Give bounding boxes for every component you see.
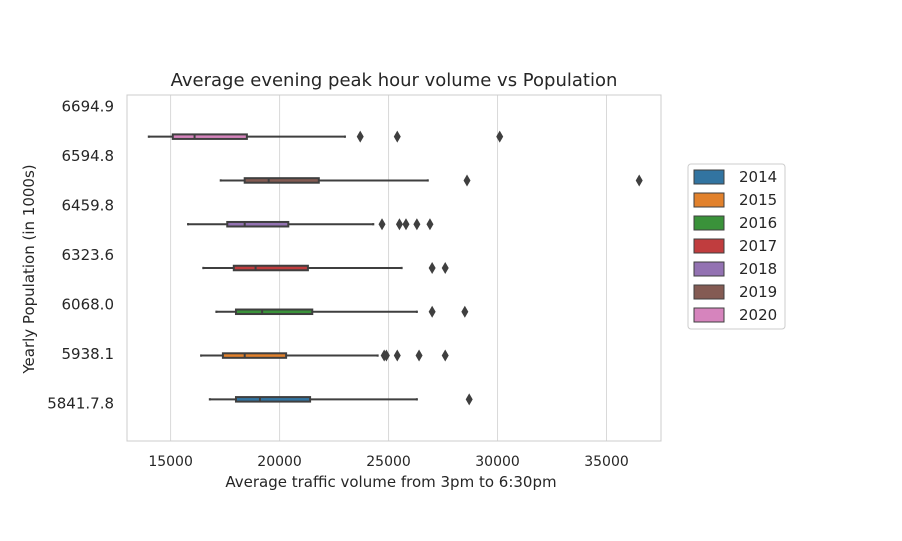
box-iqr [221,352,288,359]
x-tick-labels: 15000 20000 25000 30000 35000 [148,454,628,470]
x-tick-label: 15000 [148,454,193,470]
legend-label: 2019 [739,283,777,301]
box-iqr [232,264,309,272]
outlier-point [382,349,390,362]
legend-label: 2015 [739,191,777,209]
outlier-point [461,305,469,318]
box-plots [147,130,643,406]
box-iqr [226,220,290,228]
outlier-point [415,349,423,362]
box-iqr [234,396,312,403]
y-tick-label: 5938.1 [62,345,115,363]
box-2015 [200,349,449,362]
y-tick-label: 6459.8 [62,197,115,215]
x-tick-label: 30000 [475,454,520,470]
y-tick-labels: 6694.9 6594.8 6459.8 6323.6 6068.0 5938.1 5841… [47,98,114,413]
box-2019 [219,174,643,187]
legend: 2014 2015 2016 2017 2018 2019 2020 [687,163,786,330]
outlier-point [413,218,421,231]
box-iqr [234,308,314,316]
y-axis-label: Yearly Population (in 1000s) [20,164,38,374]
outlier-point [441,349,449,362]
box-2014 [208,393,473,406]
plot-area [126,94,662,442]
legend-swatch [693,192,725,208]
box-2017 [202,262,449,274]
legend-label: 2016 [739,214,777,232]
outlier-point [393,349,401,362]
box-2020 [147,130,504,143]
chart-title: Average evening peak hour volume vs Popu… [171,70,618,91]
box-2018 [187,218,434,231]
y-tick-label: 6594.8 [62,147,115,165]
legend-label: 2017 [739,237,777,255]
x-tick-label: 20000 [257,454,302,470]
outlier-point [441,262,449,274]
legend-swatch [693,307,725,323]
outlier-point [463,174,471,187]
legend-label: 2020 [739,306,777,324]
legend-swatch [693,215,725,231]
x-tick-label: 25000 [366,454,411,470]
legend-label: 2014 [739,168,777,186]
y-tick-label: 5841.7.8 [47,394,114,412]
outlier-point [496,130,504,143]
y-tick-label: 6694.9 [62,98,115,116]
legend-swatch [693,169,725,185]
legend-swatch [693,238,725,254]
y-tick-label: 6068.0 [62,295,115,313]
legend-label: 2018 [739,260,777,278]
outlier-point [395,218,403,231]
outlier-point [426,218,434,231]
outlier-point [356,130,364,143]
outlier-point [428,262,436,274]
box-iqr [171,133,248,140]
box-2016 [215,305,469,318]
box-iqr [243,177,320,184]
outlier-point [402,218,410,231]
outlier-point [378,218,386,231]
outlier-point [428,305,436,318]
outlier-point [393,130,401,143]
legend-swatch [693,261,725,277]
legend-swatch [693,284,725,300]
x-tick-label: 35000 [584,454,629,470]
outlier-point [465,393,473,406]
x-axis-label: Average traffic volume from 3pm to 6:30p… [225,473,556,491]
outlier-point [635,174,643,187]
y-tick-label: 6323.6 [62,246,115,264]
